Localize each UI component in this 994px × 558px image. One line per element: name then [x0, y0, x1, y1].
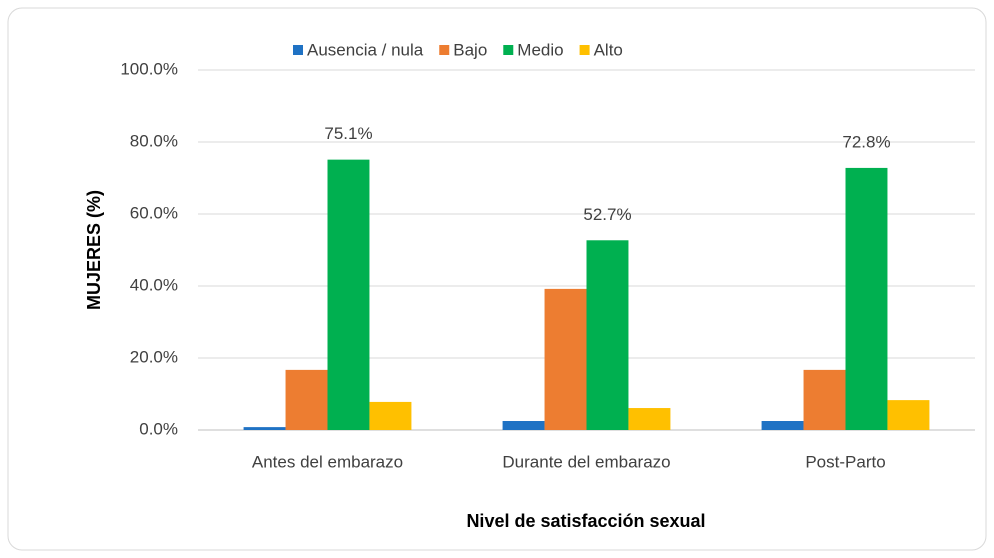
y-tick-label: 20.0%: [130, 347, 178, 366]
legend-label: Medio: [517, 40, 563, 59]
bar: [369, 401, 412, 430]
bar: [887, 400, 930, 430]
legend-swatch: [503, 45, 514, 55]
x-tick-label: Durante del embarazo: [502, 452, 670, 471]
legend-swatch: [439, 45, 450, 55]
chart-frame: [7, 7, 987, 551]
bar: [586, 240, 629, 430]
legend-swatch: [579, 45, 590, 55]
legend-label: Ausencia / nula: [307, 40, 424, 59]
y-tick-label: 40.0%: [130, 275, 178, 294]
bar: [327, 159, 370, 430]
data-label: 75.1%: [324, 124, 372, 143]
data-label: 72.8%: [842, 132, 890, 151]
bar: [544, 288, 587, 430]
x-tick-label: Post-Parto: [805, 452, 885, 471]
bar: [803, 369, 846, 430]
legend-label: Bajo: [453, 40, 487, 59]
legend-swatch: [293, 45, 303, 55]
bar: [243, 427, 286, 430]
bar: [761, 421, 804, 430]
bar: [845, 167, 888, 431]
x-axis-title: Nivel de satisfacción sexual: [466, 511, 705, 531]
legend-label: Alto: [594, 40, 623, 59]
y-tick-label: 80.0%: [130, 131, 178, 150]
x-tick-label: Antes del embarazo: [252, 452, 403, 471]
y-axis-title: MUJERES (%): [84, 190, 104, 310]
bar: [628, 408, 671, 430]
bar: [285, 369, 328, 430]
bar: [502, 421, 545, 430]
y-tick-label: 0.0%: [139, 419, 178, 438]
y-tick-label: 100.0%: [120, 59, 178, 78]
y-tick-label: 60.0%: [130, 203, 178, 222]
data-label: 52.7%: [583, 205, 631, 224]
